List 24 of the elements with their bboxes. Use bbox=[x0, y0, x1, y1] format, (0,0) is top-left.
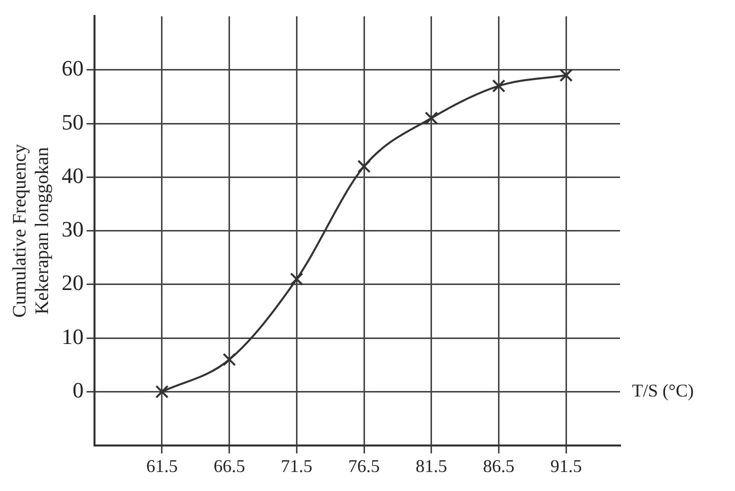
x-tick-label: 91.5 bbox=[550, 456, 582, 476]
point bbox=[222, 352, 236, 366]
x-tick-label: 76.5 bbox=[348, 456, 380, 476]
point bbox=[155, 385, 169, 398]
point bbox=[492, 79, 506, 93]
x-tick-label: 66.5 bbox=[214, 456, 246, 476]
x-tick-label: 81.5 bbox=[416, 456, 448, 476]
point bbox=[357, 160, 371, 174]
y-tick-label: 30 bbox=[62, 216, 84, 242]
point bbox=[290, 272, 304, 286]
text: Cumulative Frequency bbox=[9, 144, 30, 318]
x-tick-label: 86.5 bbox=[483, 456, 515, 476]
y-tick-label: 40 bbox=[62, 162, 84, 188]
x-tick-label: 61.5 bbox=[146, 456, 178, 476]
y-tick-label: 50 bbox=[62, 109, 84, 134]
text: Kekerapan longgokan bbox=[32, 147, 54, 314]
y-tick-label: 0 bbox=[72, 378, 84, 403]
x-tick-label: 71.5 bbox=[280, 456, 312, 476]
point bbox=[559, 68, 573, 82]
y-tick-label: 10 bbox=[62, 324, 84, 349]
x-axis-title: T/S (°C) bbox=[632, 380, 694, 400]
y-tick-label: 60 bbox=[62, 56, 84, 81]
y-tick-label: 20 bbox=[62, 270, 84, 296]
point bbox=[424, 111, 438, 125]
